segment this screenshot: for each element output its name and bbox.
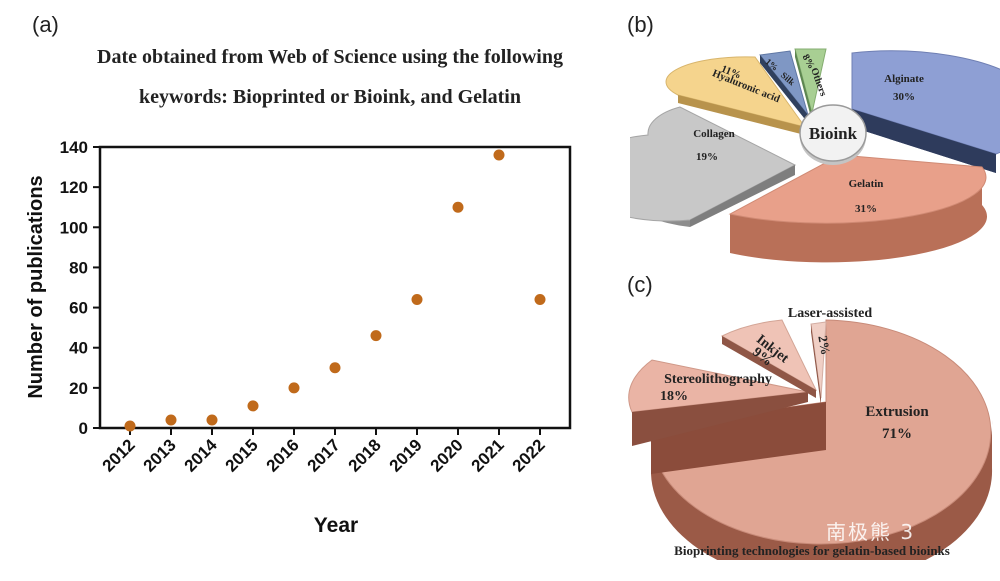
x-tick-label: 2022: [509, 435, 549, 475]
pie-caption: Bioprinting technologies for gelatin-bas…: [674, 543, 950, 558]
slice-label-extrusion: Extrusion: [865, 404, 929, 420]
slice-label-collagen: Collagen: [693, 128, 735, 140]
data-point-2017: [329, 362, 341, 374]
pie-slice-stereolithography: [628, 359, 809, 446]
slice-label-stereolithography: Stereolithography: [664, 372, 772, 387]
y-tick-label: 80: [69, 258, 88, 277]
slice-value-stereolithography: 18%: [660, 389, 688, 404]
chart-title-line1: Date obtained from Web of Science using …: [97, 46, 563, 68]
bioink-center-circle: [799, 104, 867, 162]
pie-slice-silk: [759, 50, 809, 123]
y-tick-label: 60: [69, 299, 88, 318]
slice-label-alginate: Alginate: [884, 73, 924, 85]
x-tick-label: 2012: [99, 435, 139, 475]
panel-label-a: (a): [32, 12, 59, 37]
slice-value-gelatin: 31%: [855, 203, 877, 215]
panel-label-b: (b): [627, 12, 654, 37]
data-point-2020: [452, 201, 464, 213]
x-tick-label: 2018: [345, 435, 385, 475]
y-tick-label: 140: [60, 138, 88, 157]
publications-scatter-chart: Date obtained from Web of Science using …: [25, 46, 572, 537]
slice-value-extrusion: 71%: [882, 426, 912, 442]
data-point-2019: [411, 294, 423, 306]
data-point-2012: [124, 420, 136, 432]
x-tick-label: 2019: [386, 435, 426, 475]
y-tick-label: 120: [60, 178, 88, 197]
bioink-center-label: Bioink: [809, 124, 858, 143]
data-point-2013: [165, 414, 177, 426]
x-tick-label: 2017: [304, 435, 344, 475]
slice-value-collagen: 19%: [696, 151, 718, 163]
data-point-2021: [493, 149, 505, 161]
data-point-2015: [247, 400, 259, 412]
watermark-text: 南极熊 3: [826, 520, 916, 544]
pie-slice-alginate: [851, 50, 1000, 173]
pie-slice-laser-assisted: [810, 321, 827, 406]
y-axis-label: Number of publications: [25, 175, 47, 398]
y-tick-label: 0: [79, 419, 88, 438]
x-tick-label: 2021: [468, 435, 508, 475]
bioink-pie-chart: Bioink Alginate 30% Gelatin 31% Collagen…: [630, 48, 1000, 263]
y-tick-label: 100: [60, 218, 88, 237]
x-tick-label: 2015: [222, 435, 262, 475]
bioprinting-technology-pie-chart: Extrusion 71% Stereolithography 18% Inkj…: [628, 306, 993, 560]
plot-frame: [98, 145, 572, 430]
pie-slice-inkjet: [720, 319, 818, 398]
x-tick-label: 2016: [263, 435, 303, 475]
panel-label-c: (c): [627, 272, 653, 297]
data-point-2022: [534, 294, 546, 306]
data-point-2018: [370, 330, 382, 342]
x-tick-label: 2020: [427, 435, 467, 475]
slice-label-laser-assisted: Laser-assisted: [788, 306, 872, 321]
slice-value-alginate: 30%: [893, 91, 915, 103]
slice-value-laser-assisted: 2%: [815, 334, 833, 356]
pie-slice-others: [794, 48, 827, 121]
chart-title-line2: keywords: Bioprinted or Bioink, and Gela…: [139, 86, 521, 108]
pie-slice-hyaluronic-acid: [665, 56, 807, 135]
data-point-2014: [206, 414, 218, 426]
x-tick-label: 2014: [181, 435, 222, 476]
pie-slice-gelatin: [728, 154, 988, 263]
x-axis-label: Year: [314, 514, 358, 537]
slice-label-gelatin: Gelatin: [849, 178, 884, 190]
pie-slice-collagen: [630, 106, 797, 227]
x-tick-label: 2013: [140, 435, 180, 475]
pie-slice-extrusion: [650, 319, 993, 560]
y-tick-label: 40: [69, 339, 88, 358]
data-point-2016: [288, 382, 300, 394]
y-tick-label: 20: [69, 379, 88, 398]
